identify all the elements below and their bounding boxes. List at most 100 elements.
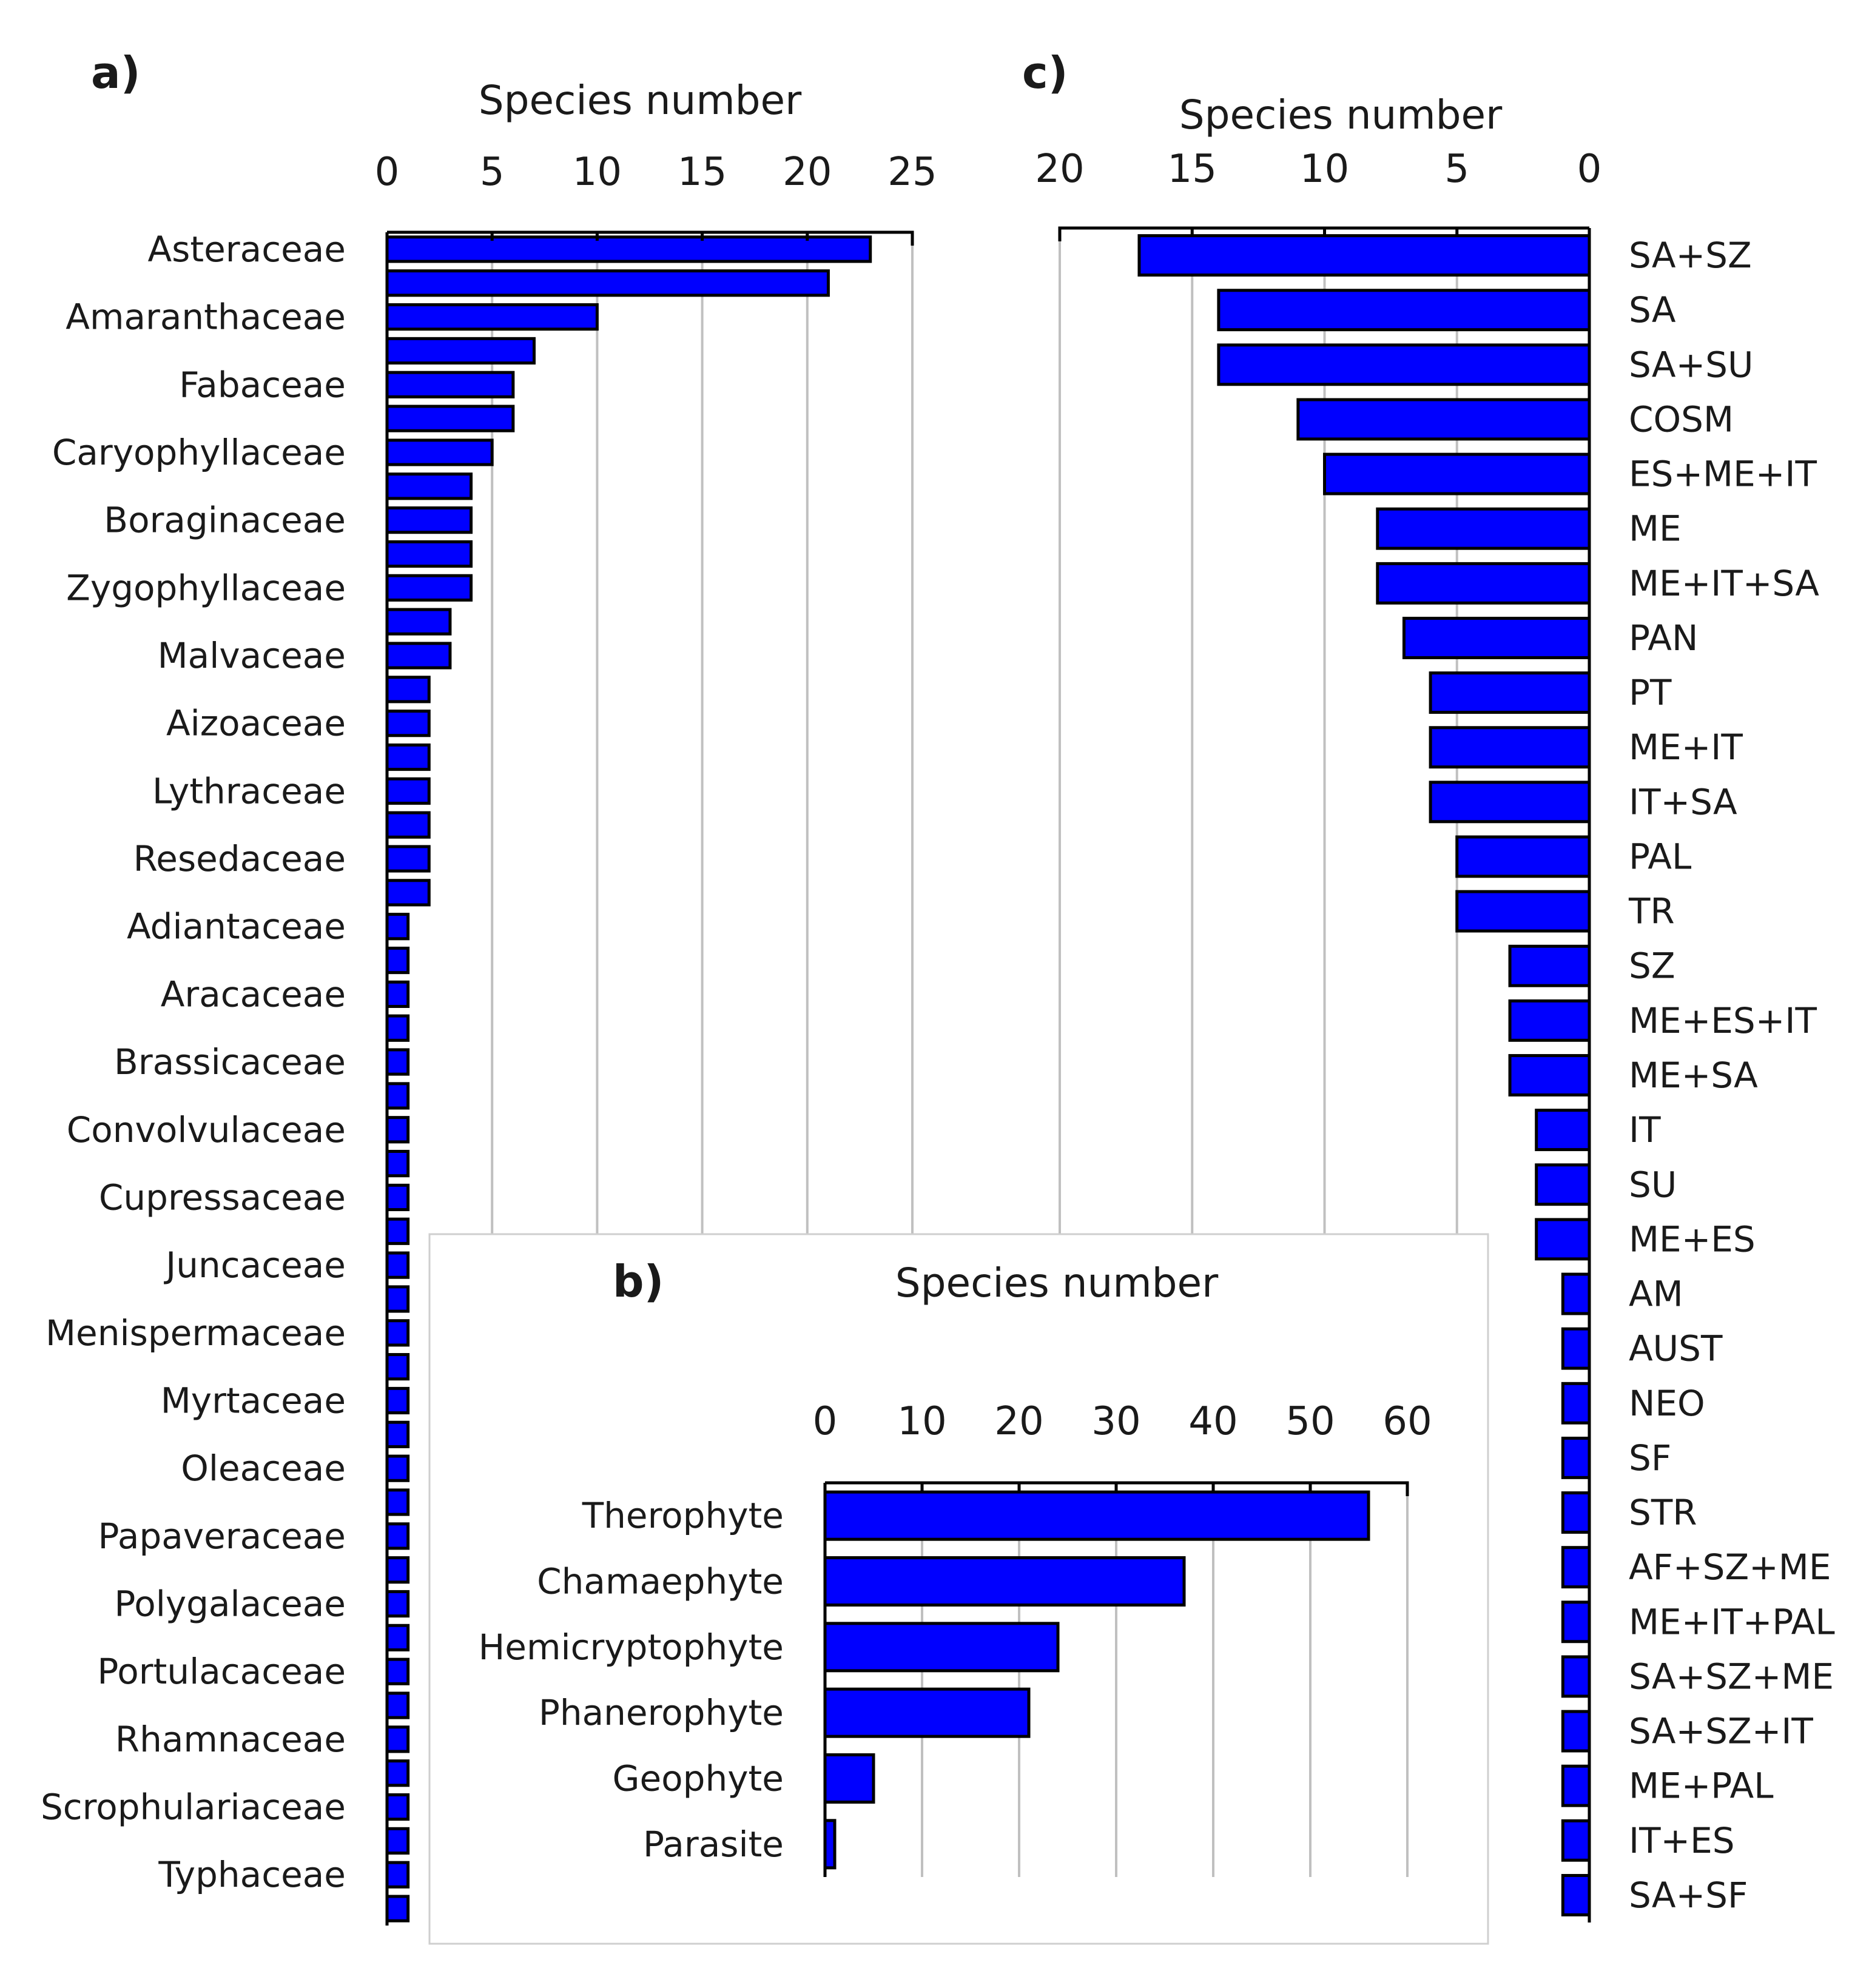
panel-a-category-label: Zygophyllaceae: [66, 567, 346, 608]
panel-a-bar: [385, 980, 410, 1009]
panel-c-tick-labels: 20 15 10 5 0: [1035, 147, 1601, 192]
panel-c-bar: [1429, 781, 1591, 824]
panel-a-bar: [385, 574, 473, 602]
panel-c-bar: [1561, 1382, 1591, 1425]
panel-a-bar: [385, 1149, 410, 1178]
panel-c-bar: [1429, 671, 1591, 714]
panel-a-bar: [385, 642, 452, 670]
panel-a-bar: [385, 506, 473, 534]
panel-c-category-label: NEO: [1629, 1383, 1705, 1424]
panel-a-bar: [385, 879, 431, 907]
panel-a-category-labels: Asteraceae Amaranthaceae Fabaceae Caryophyl…: [41, 229, 346, 1895]
panel-c-bar: [1535, 1218, 1591, 1261]
panel-c-category-label: SA+SF: [1629, 1875, 1748, 1916]
panel-c-category-label: SA+SZ+ME: [1629, 1656, 1834, 1697]
panel-a-category-label: Amaranthaceae: [66, 297, 346, 338]
panel-a-bar: [385, 1048, 410, 1076]
panel-b-axes: [823, 1481, 1409, 1877]
panel-c-tick-label: 5: [1444, 147, 1469, 192]
panel-a-category-label: Adiantaceae: [127, 906, 346, 947]
panel-a-bar: [385, 1386, 410, 1415]
panel-c-bar: [1561, 1819, 1591, 1862]
panel-a-category-label: Convolvulaceae: [67, 1109, 346, 1150]
panel-b-category-label: Chamaephyte: [537, 1561, 784, 1602]
panel-a-tick-label: 10: [573, 150, 622, 195]
panel-a-category-label: Rhamnaceae: [115, 1719, 346, 1760]
panel-a-bar: [385, 1793, 410, 1821]
panel-a-tick-label: 25: [887, 150, 937, 195]
panel-a-bar: [385, 946, 410, 975]
panel-a-bar: [385, 1624, 410, 1651]
panel-a-bar: [385, 845, 431, 873]
panel-a-bar: [385, 676, 431, 704]
panel-b-tick-label: 10: [897, 1399, 946, 1444]
panel-a-bar: [385, 337, 536, 365]
panel-a-tick-label: 15: [678, 150, 727, 195]
panel-a-bar: [385, 1556, 410, 1584]
panel-b-tick-labels: 0 10 20 30 40 50 60: [813, 1399, 1432, 1444]
panel-c-bar: [1429, 726, 1591, 769]
panel-c-category-label: SZ: [1629, 945, 1675, 987]
panel-b-bar: [823, 1622, 1060, 1673]
panel-c-category-label: PAL: [1629, 836, 1691, 877]
panel-a-category-label: Aizoaceae: [166, 703, 346, 744]
panel-c-category-label: AM: [1629, 1274, 1683, 1315]
panel-a-bar: [385, 1454, 410, 1482]
panel-a-category-label: Scrophulariaceae: [41, 1787, 346, 1828]
panel-a-bar: [385, 608, 452, 636]
panel-a-bar: [385, 472, 473, 500]
panel-a-bar: [385, 1827, 410, 1855]
panel-a-bar: [385, 811, 431, 839]
panel-b-bar: [823, 1490, 1370, 1541]
panel-c-bar: [1217, 289, 1591, 332]
panel-a-bar: [385, 1657, 410, 1685]
panel-c-category-label: SA: [1629, 289, 1676, 331]
panel-c-category-label: STR: [1629, 1492, 1697, 1533]
panel-c-bar: [1561, 1327, 1591, 1370]
panel-c-category-label: SA+SZ+IT: [1629, 1711, 1813, 1752]
panel-a-category-label: Malvaceae: [158, 635, 346, 676]
panel-c-category-label: PT: [1629, 672, 1672, 713]
panel-c-bar: [1535, 1109, 1591, 1152]
panel-c-chart: 20 15 10 5 0 SA+SZSASA+SUCOSMES+ME+ITMEME+IT…: [1022, 47, 1835, 1923]
panel-c-category-label: ES+ME+IT: [1629, 454, 1817, 495]
panel-c-bar: [1296, 398, 1591, 441]
panel-a-bar: [385, 1488, 410, 1516]
panel-b-bar: [823, 1753, 875, 1804]
panel-a-bar: [385, 1183, 410, 1212]
panel-a-category-label: Oleaceae: [181, 1448, 346, 1489]
panel-b-axis-title: Species number: [895, 1260, 1219, 1306]
panel-b-tick-label: 30: [1091, 1399, 1140, 1444]
panel-b-gridlines: [921, 1483, 1409, 1877]
panel-a-bar: [385, 743, 431, 771]
panel-a-axes: [385, 230, 914, 1926]
panel-a-category-label: Boraginaceae: [104, 500, 346, 541]
panel-b-bars: [823, 1490, 1370, 1870]
panel-c-bars: [1137, 234, 1591, 1916]
panel-c-bar: [1508, 999, 1591, 1042]
panel-c-bar: [1561, 1655, 1591, 1698]
panel-c-category-label: ME+ES: [1629, 1218, 1756, 1260]
panel-a-tick-labels: 0 5 10 15 20 25: [375, 150, 937, 195]
panel-a-bar: [385, 913, 410, 941]
panel-c-bar: [1137, 234, 1591, 277]
panel-c-bar: [1561, 1764, 1591, 1807]
panel-c-category-labels: SA+SZ SA SA+SU COSM ES+ME+IT ME ME+IT+SA PAN PT M…: [1628, 235, 1835, 1916]
panel-a-bar: [385, 371, 515, 398]
panel-c-bar: [1376, 562, 1591, 605]
panel-c-category-label: SF: [1629, 1437, 1671, 1479]
panel-a-bar: [385, 438, 494, 466]
panel-c-bar: [1455, 890, 1591, 933]
panel-c-category-label: ME+PAL: [1629, 1765, 1774, 1807]
panel-a-category-label: Papaveraceae: [98, 1516, 346, 1557]
panel-a-bar: [385, 1691, 410, 1719]
panel-a-bar: [385, 405, 515, 432]
panel-c-bar: [1561, 1546, 1591, 1589]
panel-c-axis-title: Species number: [1179, 92, 1503, 138]
panel-a-bar: [385, 1116, 410, 1144]
panel-b-inset-chart: 0 10 20 30 40 50 60 Therophyte Chamaephyte Hemic…: [428, 1233, 1489, 1945]
panel-c-bar: [1561, 1873, 1591, 1916]
panel-b-category-label: Geophyte: [613, 1758, 784, 1799]
panel-c-category-label: ME: [1629, 508, 1682, 549]
